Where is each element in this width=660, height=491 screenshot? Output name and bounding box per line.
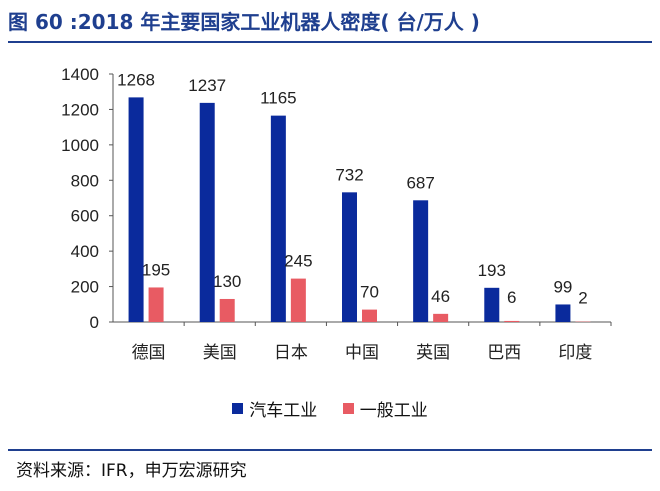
bar-auto [555,304,571,322]
data-label: 6 [507,288,516,307]
bar-auto [199,102,215,322]
bar-auto [413,200,429,322]
x-tick-label: 巴西 [487,343,521,362]
chart-title: 图 60 :2018 年主要国家工业机器人密度( 台/万人 ) [8,10,480,34]
x-tick-label: 美国 [203,343,237,362]
legend-label-auto: 汽车工业 [249,401,318,421]
data-label: 99 [553,277,572,296]
x-tick-label: 德国 [132,343,166,362]
data-label: 46 [431,287,450,306]
x-tick-label: 英国 [416,343,450,362]
bar-auto [342,192,357,322]
data-label: 2 [578,289,587,308]
legend-swatch-general [342,403,354,414]
bar-general [362,309,377,322]
data-label: 130 [213,272,241,291]
bar-auto [270,115,286,322]
y-tick-label: 1400 [61,65,99,84]
x-tick-label: 中国 [345,343,379,362]
y-tick-label: 0 [90,313,99,332]
data-label: 1237 [188,76,226,95]
data-label: 687 [406,173,434,192]
bar-general [148,287,164,322]
bar-chart: 0 200 400 600 800 1000 1200 1400 1268 195 德国 1237 13… [61,65,612,362]
legend-item-general: 一般工业 [342,396,428,421]
x-tick-label: 印度 [558,343,592,362]
bar-general [433,313,449,322]
data-label: 193 [478,261,506,280]
data-label: 732 [335,165,363,184]
y-tick-label: 400 [71,242,99,261]
data-label: 195 [142,260,170,279]
source-divider [8,449,652,451]
data-label: 70 [360,283,379,302]
y-tick-label: 800 [71,171,99,190]
data-label: 1165 [260,89,297,108]
y-tick-label: 1000 [61,136,99,155]
legend-label-general: 一般工业 [359,401,428,421]
y-tick-label: 600 [71,207,99,226]
data-label: 1268 [117,70,155,89]
bar-auto [484,287,500,322]
legend-swatch-auto [232,403,244,414]
title-divider [8,41,652,43]
bar-auto [128,97,144,322]
legend: 汽车工业 一般工业 [0,396,660,421]
y-tick-label: 1200 [61,100,99,119]
legend-item-auto: 汽车工业 [232,396,317,421]
data-label: 245 [284,252,312,271]
x-tick-label: 日本 [274,343,308,362]
bar-general [504,320,520,322]
y-tick-label: 200 [71,278,99,297]
source-note: 资料来源：IFR，申万宏源研究 [16,461,247,481]
bar-general [219,298,235,322]
bar-general [290,278,306,322]
